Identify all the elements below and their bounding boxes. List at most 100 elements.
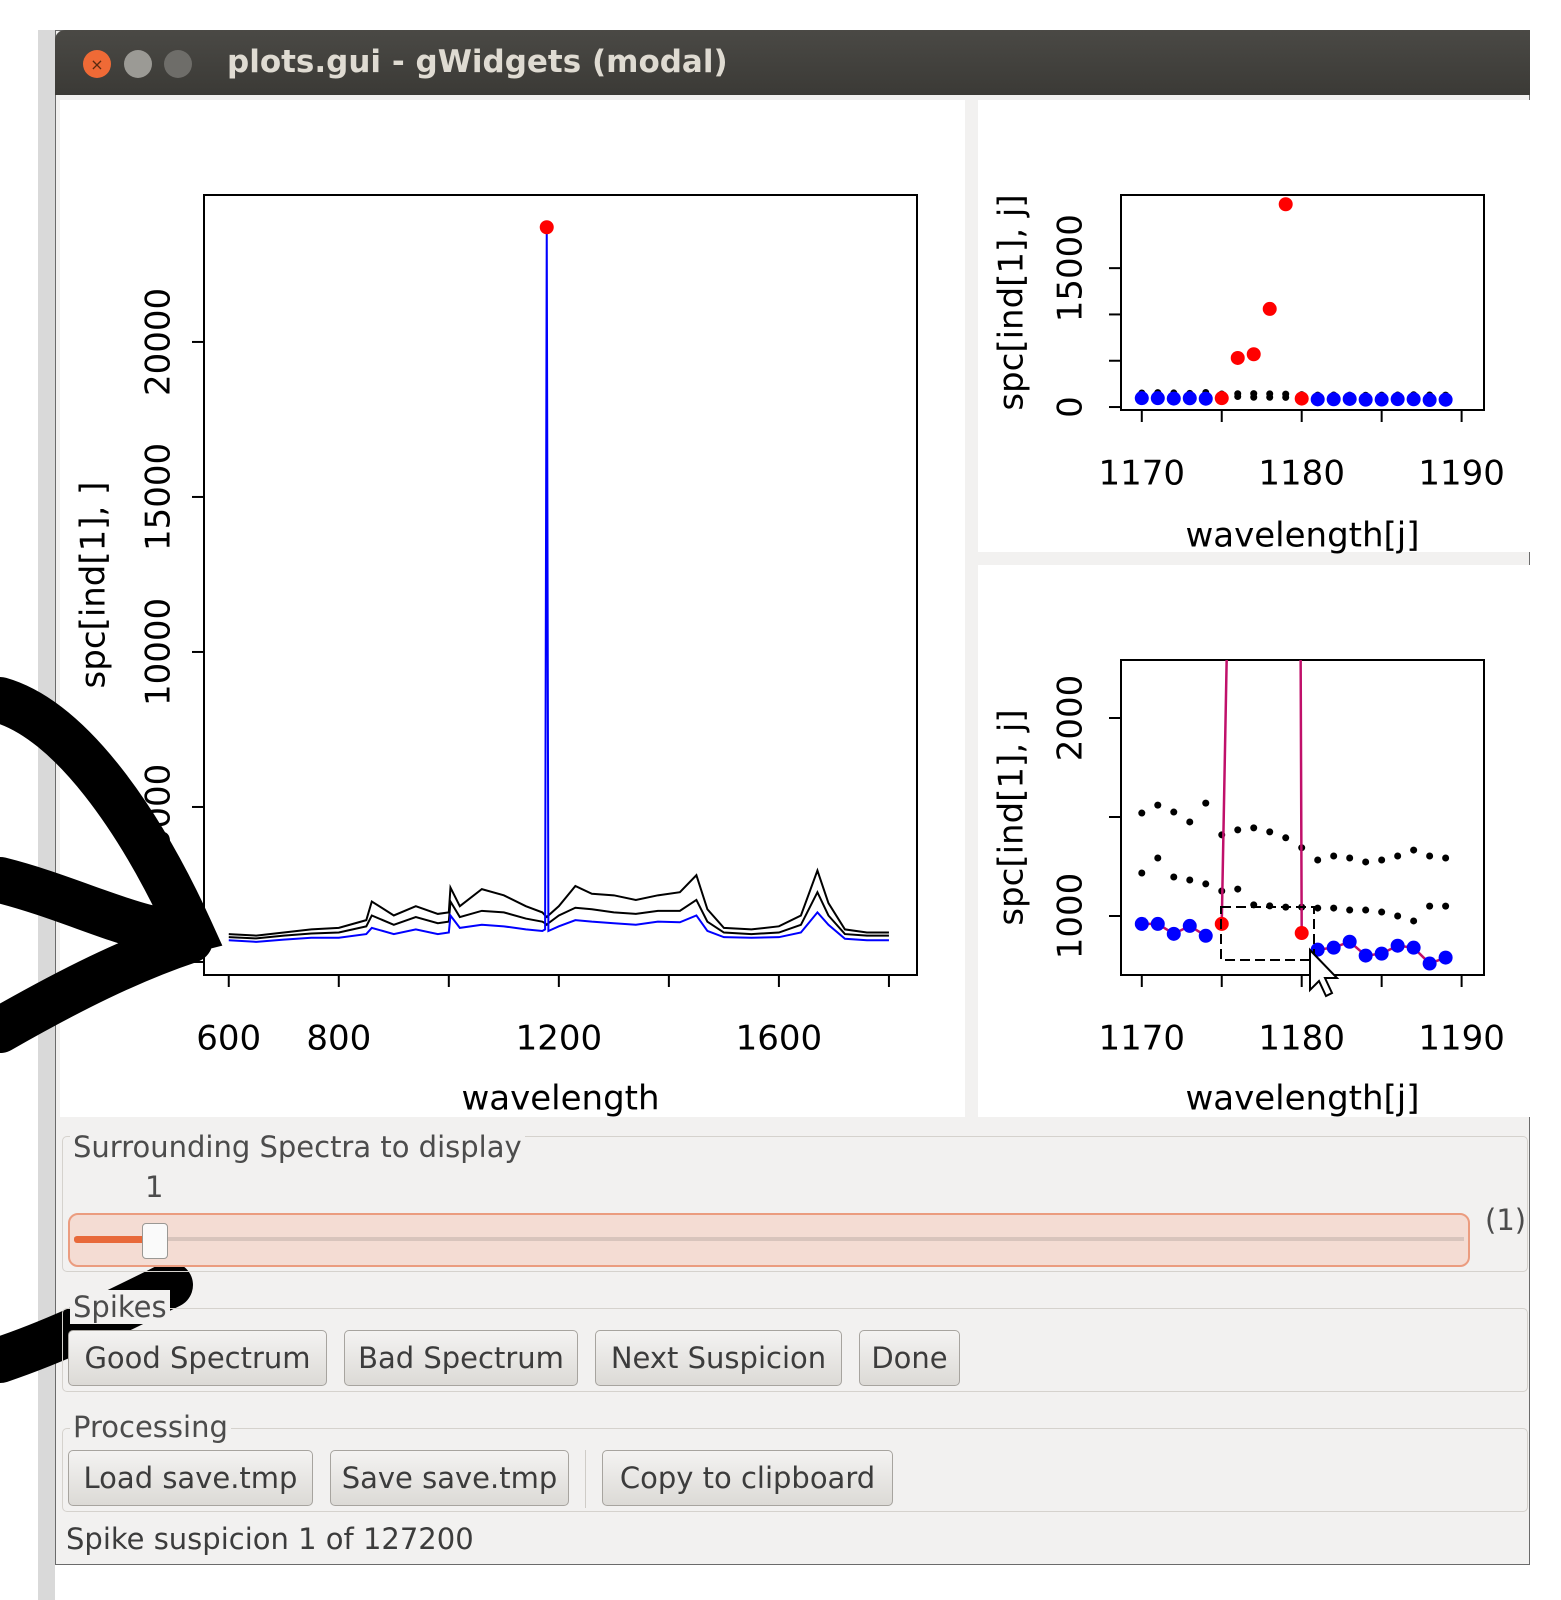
- slider-thumb[interactable]: [142, 1223, 168, 1259]
- data-point: [1374, 946, 1389, 961]
- data-point: [1330, 852, 1338, 860]
- y-tick-label: 15000: [139, 443, 179, 551]
- data-point: [1346, 854, 1354, 862]
- data-point: [1250, 393, 1258, 401]
- data-point: [539, 220, 554, 235]
- button[interactable]: Load save.tmp: [68, 1450, 313, 1506]
- data-point: [1202, 799, 1210, 807]
- frame-label: Spikes: [70, 1290, 170, 1324]
- slider[interactable]: [68, 1213, 1470, 1267]
- data-point: [1362, 906, 1370, 914]
- data-point: [1230, 350, 1245, 365]
- button[interactable]: Done: [859, 1330, 960, 1386]
- data-point: [1182, 918, 1197, 933]
- series-group: [228, 220, 889, 943]
- data-point: [1170, 808, 1178, 816]
- y-axis-label: spc[ind[1], j]: [992, 194, 1032, 410]
- y-tick-label: 20000: [139, 288, 179, 396]
- data-point: [1282, 393, 1290, 401]
- data-point: [1378, 908, 1386, 916]
- x-tick-label: 1600: [736, 1019, 823, 1059]
- close-button[interactable]: [83, 50, 111, 78]
- data-point: [1138, 809, 1146, 817]
- data-point: [1406, 392, 1421, 407]
- plot-box: [1120, 194, 1485, 411]
- y-tick-label: 2000: [1051, 675, 1091, 762]
- data-point: [1426, 852, 1434, 860]
- x-tick-label: 1180: [1258, 1019, 1345, 1059]
- slider-value: 1: [145, 1170, 164, 1204]
- data-point: [1294, 926, 1309, 941]
- y-tick-label: 10000: [139, 598, 179, 706]
- data-point: [1422, 956, 1437, 971]
- data-point: [1278, 197, 1293, 212]
- data-point: [1198, 391, 1213, 406]
- data-point: [1390, 392, 1405, 407]
- data-point: [1378, 856, 1386, 864]
- data-point: [1310, 392, 1325, 407]
- button[interactable]: Copy to clipboard: [602, 1450, 893, 1506]
- spikes-frame: [62, 1308, 1528, 1392]
- data-point: [1410, 917, 1418, 925]
- series-line: [228, 227, 889, 943]
- data-point: [1154, 801, 1162, 809]
- data-point: [1374, 392, 1389, 407]
- button[interactable]: Good Spectrum: [68, 1330, 327, 1386]
- slider-fill: [74, 1236, 154, 1243]
- data-point: [1282, 834, 1290, 842]
- slider-range: (1): [1485, 1203, 1527, 1237]
- x-tick-label: 1170: [1099, 1019, 1186, 1059]
- data-point: [1358, 392, 1373, 407]
- zoom-rectangle: [1220, 906, 1315, 961]
- y-tick-label: 15000: [1051, 214, 1091, 322]
- data-point: [1134, 391, 1149, 406]
- button[interactable]: Bad Spectrum: [344, 1330, 578, 1386]
- data-point: [1406, 940, 1421, 955]
- frame-label: Processing: [70, 1410, 231, 1444]
- maximize-button[interactable]: [164, 50, 192, 78]
- x-axis-label: wavelength: [461, 1079, 659, 1119]
- data-point: [1314, 856, 1322, 864]
- data-point: [1166, 926, 1181, 941]
- data-point: [1214, 391, 1229, 406]
- x-tick-label: 1190: [1418, 454, 1505, 494]
- slider-trough: [74, 1237, 1464, 1241]
- button[interactable]: Next Suspicion: [595, 1330, 842, 1386]
- window-buttons: ×: [83, 50, 192, 78]
- data-point: [1234, 885, 1242, 893]
- data-point: [1154, 854, 1162, 862]
- y-tick-label: 0: [1051, 396, 1091, 418]
- x-tick-label: 1170: [1099, 454, 1186, 494]
- minimize-button[interactable]: [124, 50, 152, 78]
- data-point: [1198, 928, 1213, 943]
- data-point: [1358, 948, 1373, 963]
- data-point: [1186, 818, 1194, 826]
- x-tick-label: 800: [306, 1019, 371, 1059]
- mouse-cursor: [1309, 947, 1340, 998]
- data-point: [1342, 391, 1357, 406]
- processing-frame: [62, 1428, 1528, 1512]
- slider-frame: [62, 1136, 1528, 1272]
- x-tick-label: 1200: [516, 1019, 603, 1059]
- data-point: [1186, 876, 1194, 884]
- background-strip: [38, 30, 55, 1600]
- data-point: [1250, 824, 1258, 832]
- title-bar: [55, 30, 1530, 95]
- data-point: [1330, 904, 1338, 912]
- data-point: [1394, 912, 1402, 920]
- data-point: [1202, 880, 1210, 888]
- button[interactable]: Save save.tmp: [330, 1450, 569, 1506]
- data-point: [1410, 846, 1418, 854]
- data-point: [1262, 301, 1277, 316]
- close-icon: ×: [90, 55, 103, 74]
- plot-pane: [978, 100, 1530, 552]
- data-point: [1266, 393, 1274, 401]
- data-point: [1442, 902, 1450, 910]
- y-tick-label: 1000: [1051, 873, 1091, 960]
- data-point: [1150, 391, 1165, 406]
- data-point: [1438, 392, 1453, 407]
- data-point: [1246, 347, 1261, 362]
- data-point: [1150, 916, 1165, 931]
